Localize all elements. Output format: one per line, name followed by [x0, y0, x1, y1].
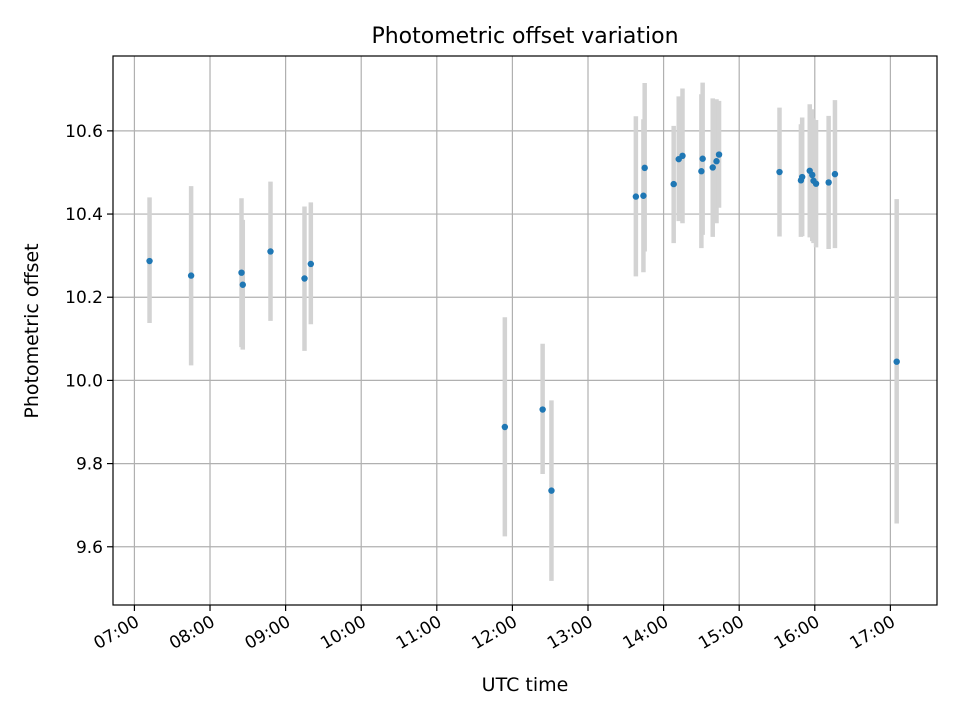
chart: 07:00 08:00 09:00 10:00 11:00 12:00 13:00 14:00… — [0, 0, 960, 720]
data-point — [809, 172, 815, 178]
data-point — [640, 193, 646, 199]
y-tick-label: 10.0 — [65, 371, 103, 391]
data-point — [716, 151, 722, 157]
data-point — [813, 180, 819, 186]
data-point — [710, 164, 716, 170]
data-point — [670, 181, 676, 187]
y-axis-label: Photometric offset — [21, 243, 43, 418]
data-point — [633, 193, 639, 199]
data-point — [308, 261, 314, 267]
y-tick-label: 10.2 — [65, 288, 103, 308]
data-point — [539, 406, 545, 412]
data-point — [713, 158, 719, 164]
chart-title: Photometric offset variation — [371, 24, 678, 49]
x-axis-label: UTC time — [482, 674, 569, 696]
data-point — [502, 424, 508, 430]
data-point — [548, 487, 554, 493]
data-point — [188, 272, 194, 278]
data-point — [699, 156, 705, 162]
data-point — [240, 282, 246, 288]
data-point — [238, 269, 244, 275]
data-point — [832, 171, 838, 177]
data-point — [698, 168, 704, 174]
data-point — [799, 174, 805, 180]
data-point — [776, 169, 782, 175]
data-point — [893, 358, 899, 364]
y-tick-label: 10.6 — [65, 122, 103, 142]
data-point — [679, 153, 685, 159]
y-tick-label: 9.6 — [76, 538, 103, 558]
data-point — [267, 248, 273, 254]
y-tick-label: 9.8 — [76, 455, 103, 475]
data-point — [641, 165, 647, 171]
data-point — [825, 179, 831, 185]
y-tick-label: 10.4 — [65, 205, 103, 225]
data-point — [146, 258, 152, 264]
chart-background — [0, 0, 960, 720]
data-point — [301, 275, 307, 281]
